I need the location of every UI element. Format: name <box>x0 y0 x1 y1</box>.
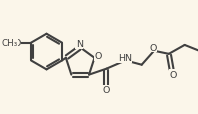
Text: N: N <box>76 40 83 49</box>
Text: O: O <box>169 70 176 79</box>
Text: O: O <box>149 43 157 52</box>
Text: O: O <box>103 85 110 94</box>
Text: O: O <box>94 52 102 61</box>
Text: O: O <box>13 39 21 48</box>
Text: CH₃: CH₃ <box>2 39 18 48</box>
Text: HN: HN <box>118 54 132 63</box>
